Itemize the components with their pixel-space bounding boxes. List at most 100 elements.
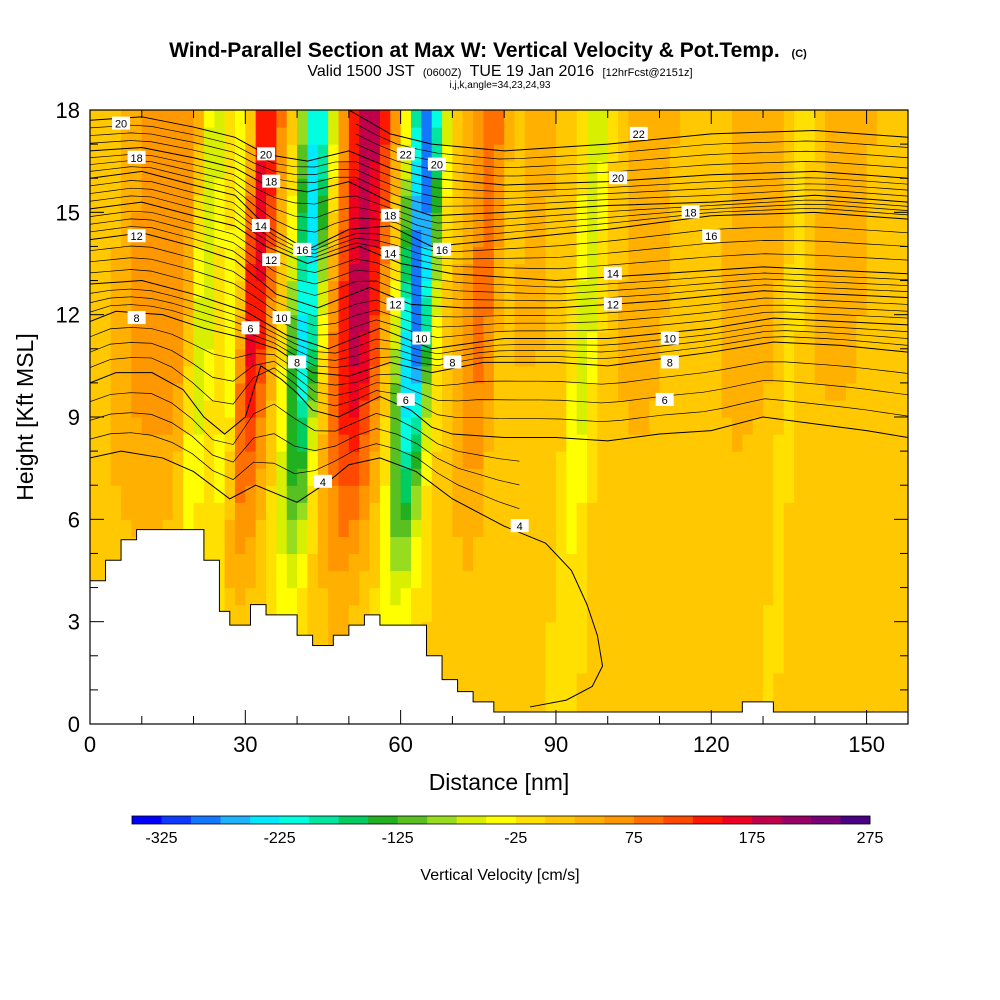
field-cell (141, 195, 153, 213)
field-cell (421, 553, 433, 572)
field-cell (597, 434, 609, 452)
field-cell (721, 417, 733, 435)
field-cell (856, 297, 868, 316)
field-cell (597, 570, 609, 589)
field-cell (535, 348, 547, 367)
field-cell (887, 246, 899, 265)
field-cell (887, 417, 899, 435)
field-cell (255, 110, 267, 128)
field-cell (224, 587, 236, 606)
field-cell (669, 178, 681, 196)
field-cell (887, 485, 899, 503)
field-cell (876, 212, 888, 230)
contour-label: 8 (134, 313, 140, 325)
field-cell (317, 519, 329, 537)
field-cell (866, 485, 878, 503)
field-cell (462, 434, 474, 452)
field-cell (110, 365, 122, 384)
field-cell (887, 519, 899, 537)
field-cell (483, 604, 495, 623)
field-cell (193, 382, 205, 401)
field-cell (545, 382, 557, 401)
field-cell (317, 110, 329, 128)
field-cell (359, 502, 371, 520)
field-cell (421, 519, 433, 537)
field-cell (576, 212, 588, 230)
field-cell (348, 161, 360, 179)
field-cell (638, 587, 650, 606)
field-cell (804, 127, 816, 145)
field-cell (317, 485, 329, 503)
field-cell (887, 263, 899, 282)
field-cell (825, 655, 837, 674)
field-cell (835, 536, 847, 555)
field-cell (266, 382, 277, 401)
field-cell (742, 451, 754, 469)
field-cell (379, 485, 391, 503)
field-cell (752, 229, 764, 248)
field-cell (618, 178, 630, 196)
field-cell (452, 604, 464, 623)
field-cell (442, 144, 453, 162)
field-cell (203, 110, 215, 128)
field-cell (649, 587, 661, 606)
field-cell (618, 672, 630, 691)
field-cell (773, 382, 785, 401)
field-cell (566, 382, 578, 401)
field-cell (431, 570, 443, 589)
field-cell (359, 485, 371, 503)
field-cell (348, 178, 360, 196)
field-cell (493, 195, 505, 213)
field-cell (452, 519, 464, 537)
field-cell (866, 587, 878, 606)
field-cell (369, 127, 381, 145)
field-cell (742, 399, 754, 418)
field-cell (649, 451, 661, 469)
field-cell (649, 382, 661, 401)
field-cell (690, 263, 702, 282)
field-cell (504, 297, 516, 316)
field-cell (731, 382, 743, 401)
field-cell (410, 263, 422, 282)
field-cell (224, 161, 236, 179)
field-cell (711, 127, 723, 145)
field-cell (597, 331, 609, 350)
field-cell (121, 434, 133, 452)
field-cell (773, 485, 785, 503)
field-cell (825, 212, 837, 230)
field-cell (110, 331, 122, 350)
field-cell (628, 365, 640, 384)
field-cell (700, 263, 712, 282)
field-cell (752, 604, 764, 623)
field-cell (835, 621, 847, 640)
field-cell (369, 468, 381, 486)
field-cell (483, 195, 495, 213)
field-cell (742, 263, 754, 282)
field-cell (348, 536, 360, 555)
field-cell (545, 604, 557, 623)
field-cell (473, 161, 485, 179)
field-cell (473, 553, 485, 572)
field-cell (410, 604, 422, 623)
field-cell (390, 434, 402, 452)
field-cell (731, 212, 743, 230)
field-cell (587, 195, 598, 213)
field-cell (100, 127, 112, 145)
field-cell (545, 417, 557, 435)
field-cell (224, 246, 236, 265)
colorbar-swatch (191, 816, 221, 824)
field-cell (804, 621, 816, 640)
field-cell (462, 246, 474, 265)
contour-label-bg (293, 242, 312, 256)
field-cell (421, 434, 433, 452)
field-cell (763, 314, 774, 333)
field-cell (731, 621, 743, 640)
field-cell (493, 553, 505, 572)
field-cell (773, 672, 785, 691)
field-cell (514, 365, 526, 384)
field-cell (297, 519, 309, 537)
colorbar-swatch (545, 816, 576, 824)
field-cell (628, 502, 640, 520)
field-cell (379, 502, 391, 520)
field-cell (680, 604, 692, 623)
